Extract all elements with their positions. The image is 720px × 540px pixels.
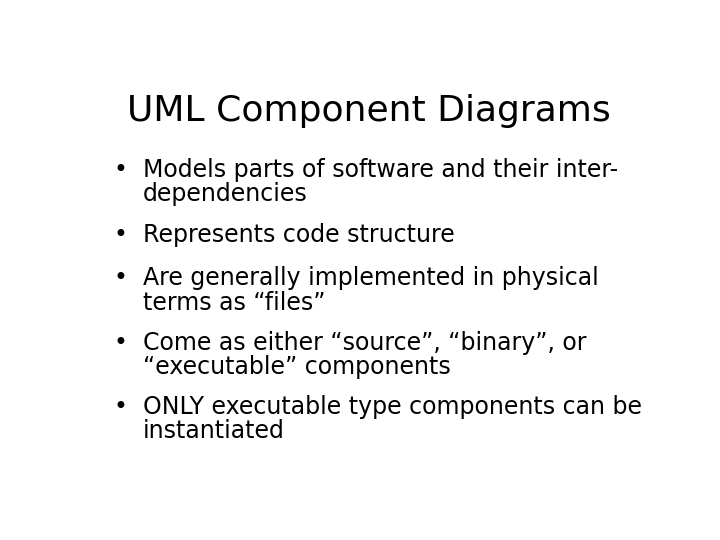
Text: Models parts of software and their inter-: Models parts of software and their inter… [143, 158, 618, 183]
Text: dependencies: dependencies [143, 183, 307, 206]
Text: “executable” components: “executable” components [143, 355, 451, 379]
Text: instantiated: instantiated [143, 420, 285, 443]
Text: terms as “files”: terms as “files” [143, 291, 325, 315]
Text: •: • [114, 158, 127, 183]
Text: ONLY executable type components can be: ONLY executable type components can be [143, 395, 642, 420]
Text: •: • [114, 395, 127, 420]
Text: Represents code structure: Represents code structure [143, 223, 455, 247]
Text: •: • [114, 331, 127, 355]
Text: Are generally implemented in physical: Are generally implemented in physical [143, 266, 599, 291]
Text: UML Component Diagrams: UML Component Diagrams [127, 94, 611, 128]
Text: •: • [114, 223, 127, 247]
Text: •: • [114, 266, 127, 291]
Text: Come as either “source”, “binary”, or: Come as either “source”, “binary”, or [143, 331, 587, 355]
